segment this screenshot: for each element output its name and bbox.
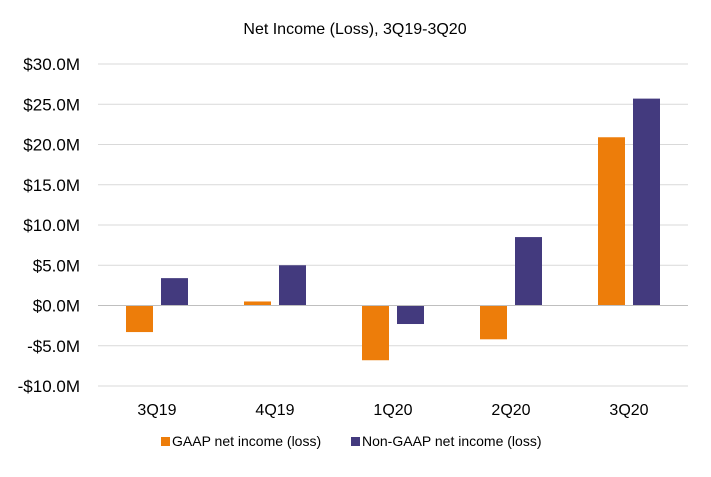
gaap-bar-3q19 bbox=[126, 305, 153, 333]
x-category-label: 1Q20 bbox=[373, 402, 412, 419]
legend-label: Non-GAAP net income (loss) bbox=[362, 433, 541, 449]
y-tick-label: $15.0M bbox=[23, 176, 80, 195]
gaap-bar-4q19 bbox=[244, 301, 271, 306]
y-tick-label: $5.0M bbox=[33, 256, 80, 275]
y-tick-label: -$5.0M bbox=[27, 337, 80, 356]
legend-label: GAAP net income (loss) bbox=[172, 433, 321, 449]
y-tick-label: $10.0M bbox=[23, 216, 80, 235]
non-gaap-bar-1q20 bbox=[397, 305, 424, 325]
chart-title: Net Income (Loss), 3Q19-3Q20 bbox=[243, 21, 466, 38]
non-gaap-bar-3q20 bbox=[633, 98, 660, 306]
non-gaap-bar-4q19 bbox=[279, 265, 306, 306]
y-axis-tick-labels: $30.0M $25.0M $20.0M $15.0M $10.0M $5.0M $0.0M… bbox=[18, 55, 80, 396]
gridlines bbox=[98, 63, 688, 387]
gaap-bar-2q20 bbox=[480, 305, 507, 340]
x-axis-category-labels: 3Q19 4Q19 1Q20 2Q20 3Q20 bbox=[137, 402, 648, 419]
y-tick-label: $20.0M bbox=[23, 136, 80, 155]
y-tick-label: $25.0M bbox=[23, 95, 80, 114]
x-category-label: 4Q19 bbox=[255, 402, 294, 419]
x-category-label: 3Q19 bbox=[137, 402, 176, 419]
x-category-label: 2Q20 bbox=[491, 402, 530, 419]
non-gaap-bar-2q20 bbox=[515, 237, 542, 306]
y-tick-label: $0.0M bbox=[33, 297, 80, 316]
non-gaap-bar-3q19 bbox=[161, 278, 188, 306]
x-category-label: 3Q20 bbox=[609, 402, 648, 419]
bars bbox=[126, 98, 660, 361]
y-tick-label: $30.0M bbox=[23, 55, 80, 74]
gaap-bar-3q20 bbox=[598, 137, 625, 306]
legend-swatch bbox=[161, 437, 170, 446]
gaap-bar-1q20 bbox=[362, 305, 389, 361]
legend: GAAP net income (loss) Non-GAAP net incom… bbox=[161, 433, 541, 449]
y-tick-label: -$10.0M bbox=[18, 377, 80, 396]
legend-swatch bbox=[351, 437, 360, 446]
